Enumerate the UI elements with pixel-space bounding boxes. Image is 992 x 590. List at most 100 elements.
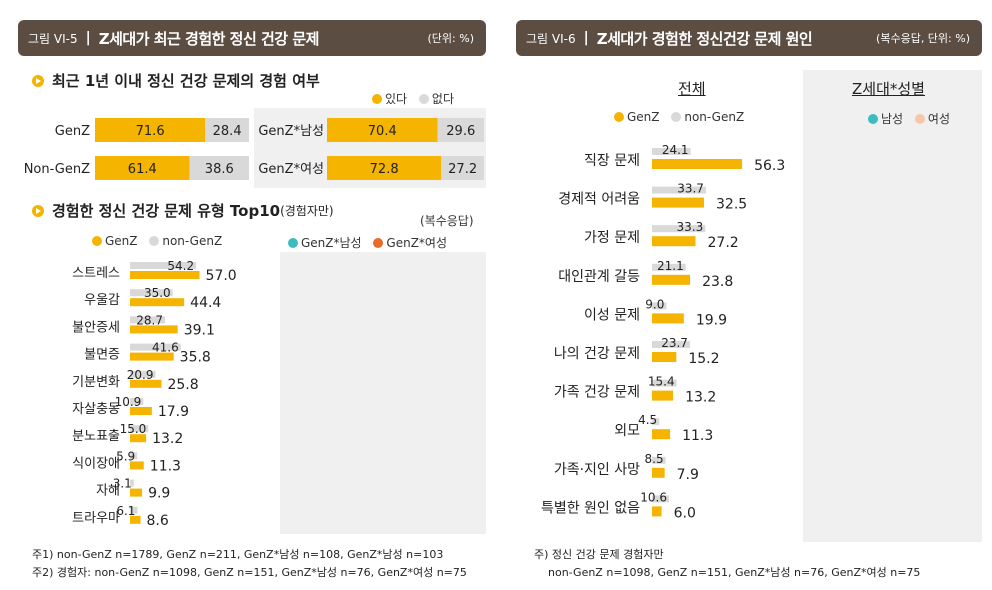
type-bar-genz	[130, 271, 200, 279]
type-category-label: 불안증세	[72, 320, 120, 335]
legend-yes-swatch	[372, 94, 382, 104]
exp-value-no: 27.2	[448, 162, 477, 177]
right-col1-title: 전체	[678, 80, 706, 98]
type-value-genz: 35.8	[180, 350, 211, 366]
type-bar-nongenz	[130, 343, 181, 351]
legend-nongenz: non-GenZ	[149, 234, 222, 248]
type-category-label: 불면증	[84, 348, 120, 363]
type-bar-genz	[130, 379, 162, 388]
section2-legend-left: GenZ non-GenZ	[92, 234, 230, 248]
right-legend-nongenz: non-GenZ	[671, 110, 744, 124]
left-figure-label: 그림 VI-5	[28, 31, 78, 46]
legend-yes: 있다	[372, 92, 407, 106]
exp-value-yes: 72.8	[370, 162, 399, 177]
cause-value-nongenz: 9.0	[645, 297, 664, 311]
right-legend-nongenz-label: non-GenZ	[684, 110, 745, 124]
type-bar-nongenz	[130, 452, 138, 460]
type-value-genz: 11.3	[150, 458, 181, 474]
section1-legend: 있다 없다	[372, 90, 462, 107]
right-legend-genz: GenZ	[614, 110, 660, 124]
exp-bar-no	[205, 118, 249, 142]
type-category-label: 기분변화	[72, 375, 120, 390]
right-figure-label: 그림 VI-6	[526, 31, 576, 46]
right-footnote-1: 주) 정신 건강 문제 경험자만	[534, 548, 664, 561]
exp-value-yes: 61.4	[128, 162, 157, 177]
cause-value-nongenz: 33.3	[677, 220, 704, 234]
section2-gender-panel	[280, 252, 486, 534]
right-col2-title: Z세대*성별	[852, 80, 925, 98]
right-legend-genz-label: GenZ	[627, 110, 660, 124]
exp-value-yes: 71.6	[136, 124, 165, 139]
exp-value-yes: 70.4	[368, 124, 397, 139]
cause-category-label: 외모	[614, 423, 640, 439]
right-title-separator: |	[583, 30, 589, 46]
left-title-separator: |	[85, 30, 91, 46]
type-value-nongenz: 35.0	[144, 286, 171, 300]
exp-value-no: 29.6	[446, 124, 475, 139]
exp-bar-no	[189, 156, 249, 180]
cause-value-genz: 23.8	[702, 274, 733, 290]
legend-genz-female: GenZ*여성	[373, 236, 447, 250]
type-value-genz: 25.8	[167, 377, 198, 393]
right-legend-male-swatch	[868, 114, 878, 124]
cause-bar-nongenz	[652, 379, 677, 387]
cause-bar-nongenz	[652, 418, 660, 426]
multi-response-note: (복수응답)	[420, 214, 474, 228]
type-bar-genz	[130, 461, 144, 470]
cause-bar-nongenz	[652, 263, 686, 271]
cause-value-genz: 32.5	[716, 197, 747, 213]
right-legend-female-swatch	[914, 114, 925, 124]
type-value-genz: 39.1	[184, 322, 215, 338]
cause-bar-nongenz	[652, 341, 690, 348]
cause-bar-nongenz	[652, 495, 669, 503]
cause-category-label: 직장 문제	[584, 153, 640, 169]
type-bar-genz	[130, 488, 143, 497]
right-gender-panel	[803, 70, 982, 542]
type-value-genz: 44.4	[190, 295, 221, 311]
cause-value-nongenz: 4.5	[638, 413, 657, 427]
legend-genz-label: GenZ	[105, 234, 138, 248]
cause-bar-nongenz	[652, 302, 667, 310]
type-category-label: 자살충동	[72, 402, 120, 417]
legend-no-label: 없다	[431, 92, 455, 106]
exp-bar-no	[441, 156, 484, 180]
cause-bar-genz	[652, 159, 743, 169]
exp-value-no: 28.4	[213, 124, 242, 139]
type-bar-nongenz	[130, 425, 149, 433]
play-bullet-icon	[32, 74, 44, 87]
cause-value-genz: 27.2	[708, 235, 739, 251]
exp-bar-yes	[327, 156, 442, 180]
legend-genz: GenZ	[92, 234, 138, 248]
cause-value-nongenz: 15.4	[648, 375, 675, 389]
type-bar-nongenz	[130, 262, 197, 269]
left-title-bar: 그림 VI-5 | Z세대가 최근 경험한 정신 건강 문제 (단위: %)	[18, 20, 486, 56]
section2-heading: 경험한 정신 건강 문제 유형 Top10 (경험자만)	[32, 200, 334, 221]
type-bar-genz	[130, 352, 174, 361]
type-value-nongenz: 41.6	[152, 341, 179, 355]
type-value-genz: 57.0	[206, 268, 237, 284]
type-value-nongenz: 28.7	[136, 313, 163, 327]
type-bar-nongenz	[130, 316, 166, 324]
type-bar-nongenz	[130, 398, 144, 405]
type-category-label: 우울감	[84, 293, 120, 308]
type-category-label: 분노표출	[72, 429, 120, 444]
cause-value-genz: 13.2	[685, 390, 716, 406]
exp-value-no: 38.6	[205, 162, 234, 177]
right-legend-female-label: 여성	[927, 112, 951, 126]
play-bullet-icon-2	[32, 204, 44, 217]
type-value-nongenz: 54.2	[167, 259, 194, 273]
legend-female-label: GenZ*여성	[386, 236, 448, 250]
cause-bar-nongenz	[652, 148, 691, 155]
right-legend-female: 여성	[914, 112, 951, 126]
exp-bar-yes	[95, 118, 206, 142]
type-bar-genz	[130, 434, 147, 443]
cause-value-genz: 6.0	[674, 505, 696, 521]
type-bar-genz	[130, 298, 185, 307]
section2-title-suffix: (경험자만)	[280, 204, 334, 218]
type-value-genz: 9.9	[148, 486, 170, 502]
legend-male-label: GenZ*남성	[301, 236, 362, 250]
cause-value-genz: 11.3	[682, 428, 713, 444]
cause-value-nongenz: 33.7	[677, 182, 704, 196]
type-value-nongenz: 15.0	[120, 422, 147, 436]
legend-nongenz-swatch	[149, 236, 160, 246]
